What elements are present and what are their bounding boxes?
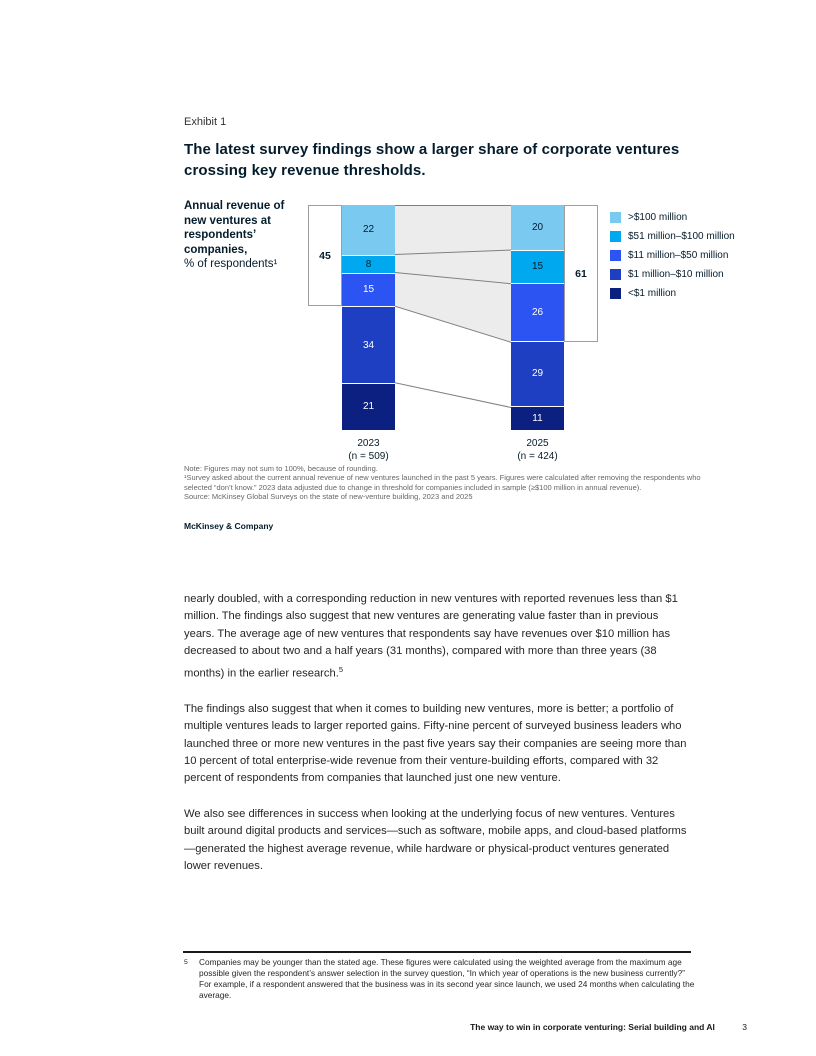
footnote-reference: 5 <box>338 664 343 674</box>
legend-swatch-icon <box>610 269 621 280</box>
category-year: 2023 <box>357 438 380 449</box>
mckinsey-logo-text: McKinsey & Company <box>184 521 274 531</box>
category-year: 2025 <box>526 438 549 449</box>
legend-item: $51 million–$100 million <box>610 231 735 242</box>
page-number: 3 <box>742 1022 747 1032</box>
footnote-divider <box>183 951 691 953</box>
flow-connector <box>395 205 511 408</box>
bracket-total-45: 45 <box>308 205 342 307</box>
legend-swatch-icon <box>610 212 621 223</box>
exhibit-label: Exhibit 1 <box>184 116 227 128</box>
legend-label: <$1 million <box>628 288 677 299</box>
bar-segment: 21 <box>342 382 395 430</box>
stacked-bar-chart: 2023 (n = 509) 2025 (n = 424) 45 61 22 8 15 3… <box>184 205 614 467</box>
chart-title-line: new ventures at <box>184 214 271 227</box>
bar-segment: 15 <box>511 249 564 283</box>
category-n: (n = 509) <box>348 451 389 462</box>
legend-item: >$100 million <box>610 212 735 223</box>
stacked-bar-2023: 22 8 15 34 21 <box>342 205 395 430</box>
legend-label: $11 million–$50 million <box>628 250 729 261</box>
note-line: ¹Survey asked about the current annual r… <box>184 473 701 483</box>
x-axis-label-2023: 2023 (n = 509) <box>315 437 422 463</box>
bar-segment: 29 <box>511 340 564 406</box>
bar-segment: 8 <box>342 254 395 273</box>
legend-item: <$1 million <box>610 288 735 299</box>
x-axis-label-2025: 2025 (n = 424) <box>484 437 591 463</box>
chart-title-line: respondents’ <box>184 229 257 242</box>
paragraph: nearly doubled, with a corresponding red… <box>184 591 691 683</box>
legend-label: $51 million–$100 million <box>628 231 735 242</box>
legend-swatch-icon <box>610 231 621 242</box>
bar-segment: 15 <box>342 272 395 307</box>
bar-segment: 34 <box>342 306 395 383</box>
footnote-text: Companies may be younger than the stated… <box>199 957 695 1000</box>
chart-legend: >$100 million $51 million–$100 million $… <box>610 212 735 307</box>
legend-swatch-icon <box>610 288 621 299</box>
bar-segment: 20 <box>511 205 564 250</box>
note-line: Source: McKinsey Global Surveys on the s… <box>184 492 473 502</box>
stacked-bar-2025: 20 15 26 29 11 <box>511 205 564 431</box>
page-footer: The way to win in corporate venturing: S… <box>184 1022 747 1032</box>
chart-title-line: companies, <box>184 243 248 256</box>
note-line: selected “don’t know.” 2023 data adjuste… <box>184 482 642 492</box>
legend-label: >$100 million <box>628 212 688 223</box>
footnote-marker: 5 <box>184 959 188 966</box>
bracket-total-61: 61 <box>564 205 598 343</box>
page-footnote: 5 Companies may be younger than the stat… <box>184 957 696 1001</box>
legend-item: $1 million–$10 million <box>610 269 735 280</box>
chart-subtitle: % of respondents¹ <box>184 258 278 271</box>
chart-footnotes: Note: Figures may not sum to 100%, becau… <box>184 464 712 502</box>
chart-axis-title: Annual revenue of new ventures at respon… <box>184 199 284 272</box>
bar-segment: 11 <box>511 405 564 431</box>
running-footer-title: The way to win in corporate venturing: S… <box>470 1022 715 1032</box>
paragraph-text: nearly doubled, with a corresponding red… <box>184 593 678 680</box>
chart-title-line: Annual revenue of <box>184 200 285 212</box>
legend-swatch-icon <box>610 250 621 261</box>
exhibit-title: The latest survey findings show a larger… <box>184 141 680 179</box>
category-n: (n = 424) <box>517 451 558 462</box>
legend-item: $11 million–$50 million <box>610 250 735 261</box>
paragraph: The findings also suggest that when it c… <box>184 702 687 785</box>
bar-segment: 26 <box>511 282 564 341</box>
legend-label: $1 million–$10 million <box>628 269 724 280</box>
paragraph: We also see differences in success when … <box>184 807 687 873</box>
bar-segment: 22 <box>342 205 395 255</box>
body-copy: nearly doubled, with a corresponding red… <box>184 591 691 893</box>
note-line: Note: Figures may not sum to 100%, becau… <box>184 464 378 473</box>
